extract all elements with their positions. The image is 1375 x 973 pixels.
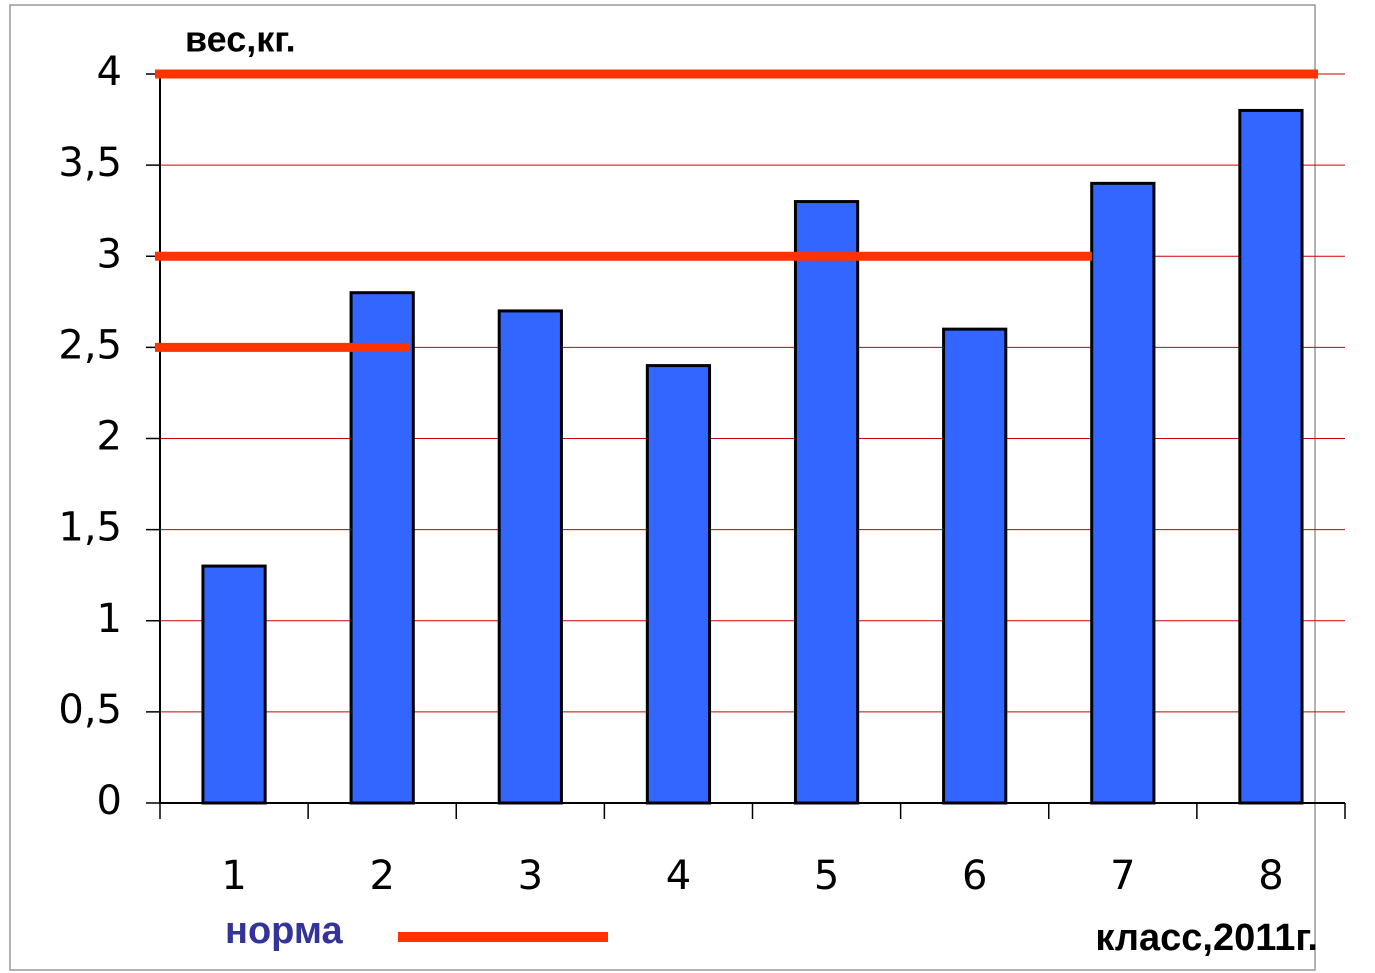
- bar: [497, 309, 563, 805]
- x-tick-label: 5: [814, 853, 839, 899]
- x-tick-label: 2: [369, 853, 394, 899]
- chart-frame: [9, 4, 1316, 971]
- y-tick-label: 4: [97, 49, 122, 95]
- y-tick-label: 2: [97, 414, 122, 460]
- y-tick-label: 3: [97, 231, 122, 277]
- x-tick-label: 8: [1258, 853, 1283, 899]
- bar: [645, 364, 712, 805]
- bar: [942, 327, 1008, 805]
- legend-label: норма: [225, 910, 343, 952]
- y-tick-label: 0,5: [58, 687, 122, 733]
- bar: [1238, 108, 1304, 805]
- bar: [349, 291, 415, 805]
- y-tick-label: 3,5: [58, 140, 122, 186]
- x-tick-label: 7: [1110, 853, 1135, 899]
- x-axis-label: класс,2011г.: [1095, 917, 1318, 959]
- x-tick-label: 4: [666, 853, 691, 899]
- x-tick-label: 3: [518, 853, 543, 899]
- bar: [793, 200, 860, 805]
- bar: [1090, 181, 1156, 805]
- y-tick-label: 0: [97, 778, 122, 824]
- y-tick-label: 2,5: [58, 322, 122, 368]
- y-tick-label: 1: [97, 596, 122, 642]
- y-tick-label: 1,5: [58, 505, 122, 551]
- x-tick-label: 6: [962, 853, 987, 899]
- x-tick-label: 1: [221, 853, 246, 899]
- y-axis-label: вес,кг.: [185, 19, 296, 60]
- bar: [201, 564, 267, 805]
